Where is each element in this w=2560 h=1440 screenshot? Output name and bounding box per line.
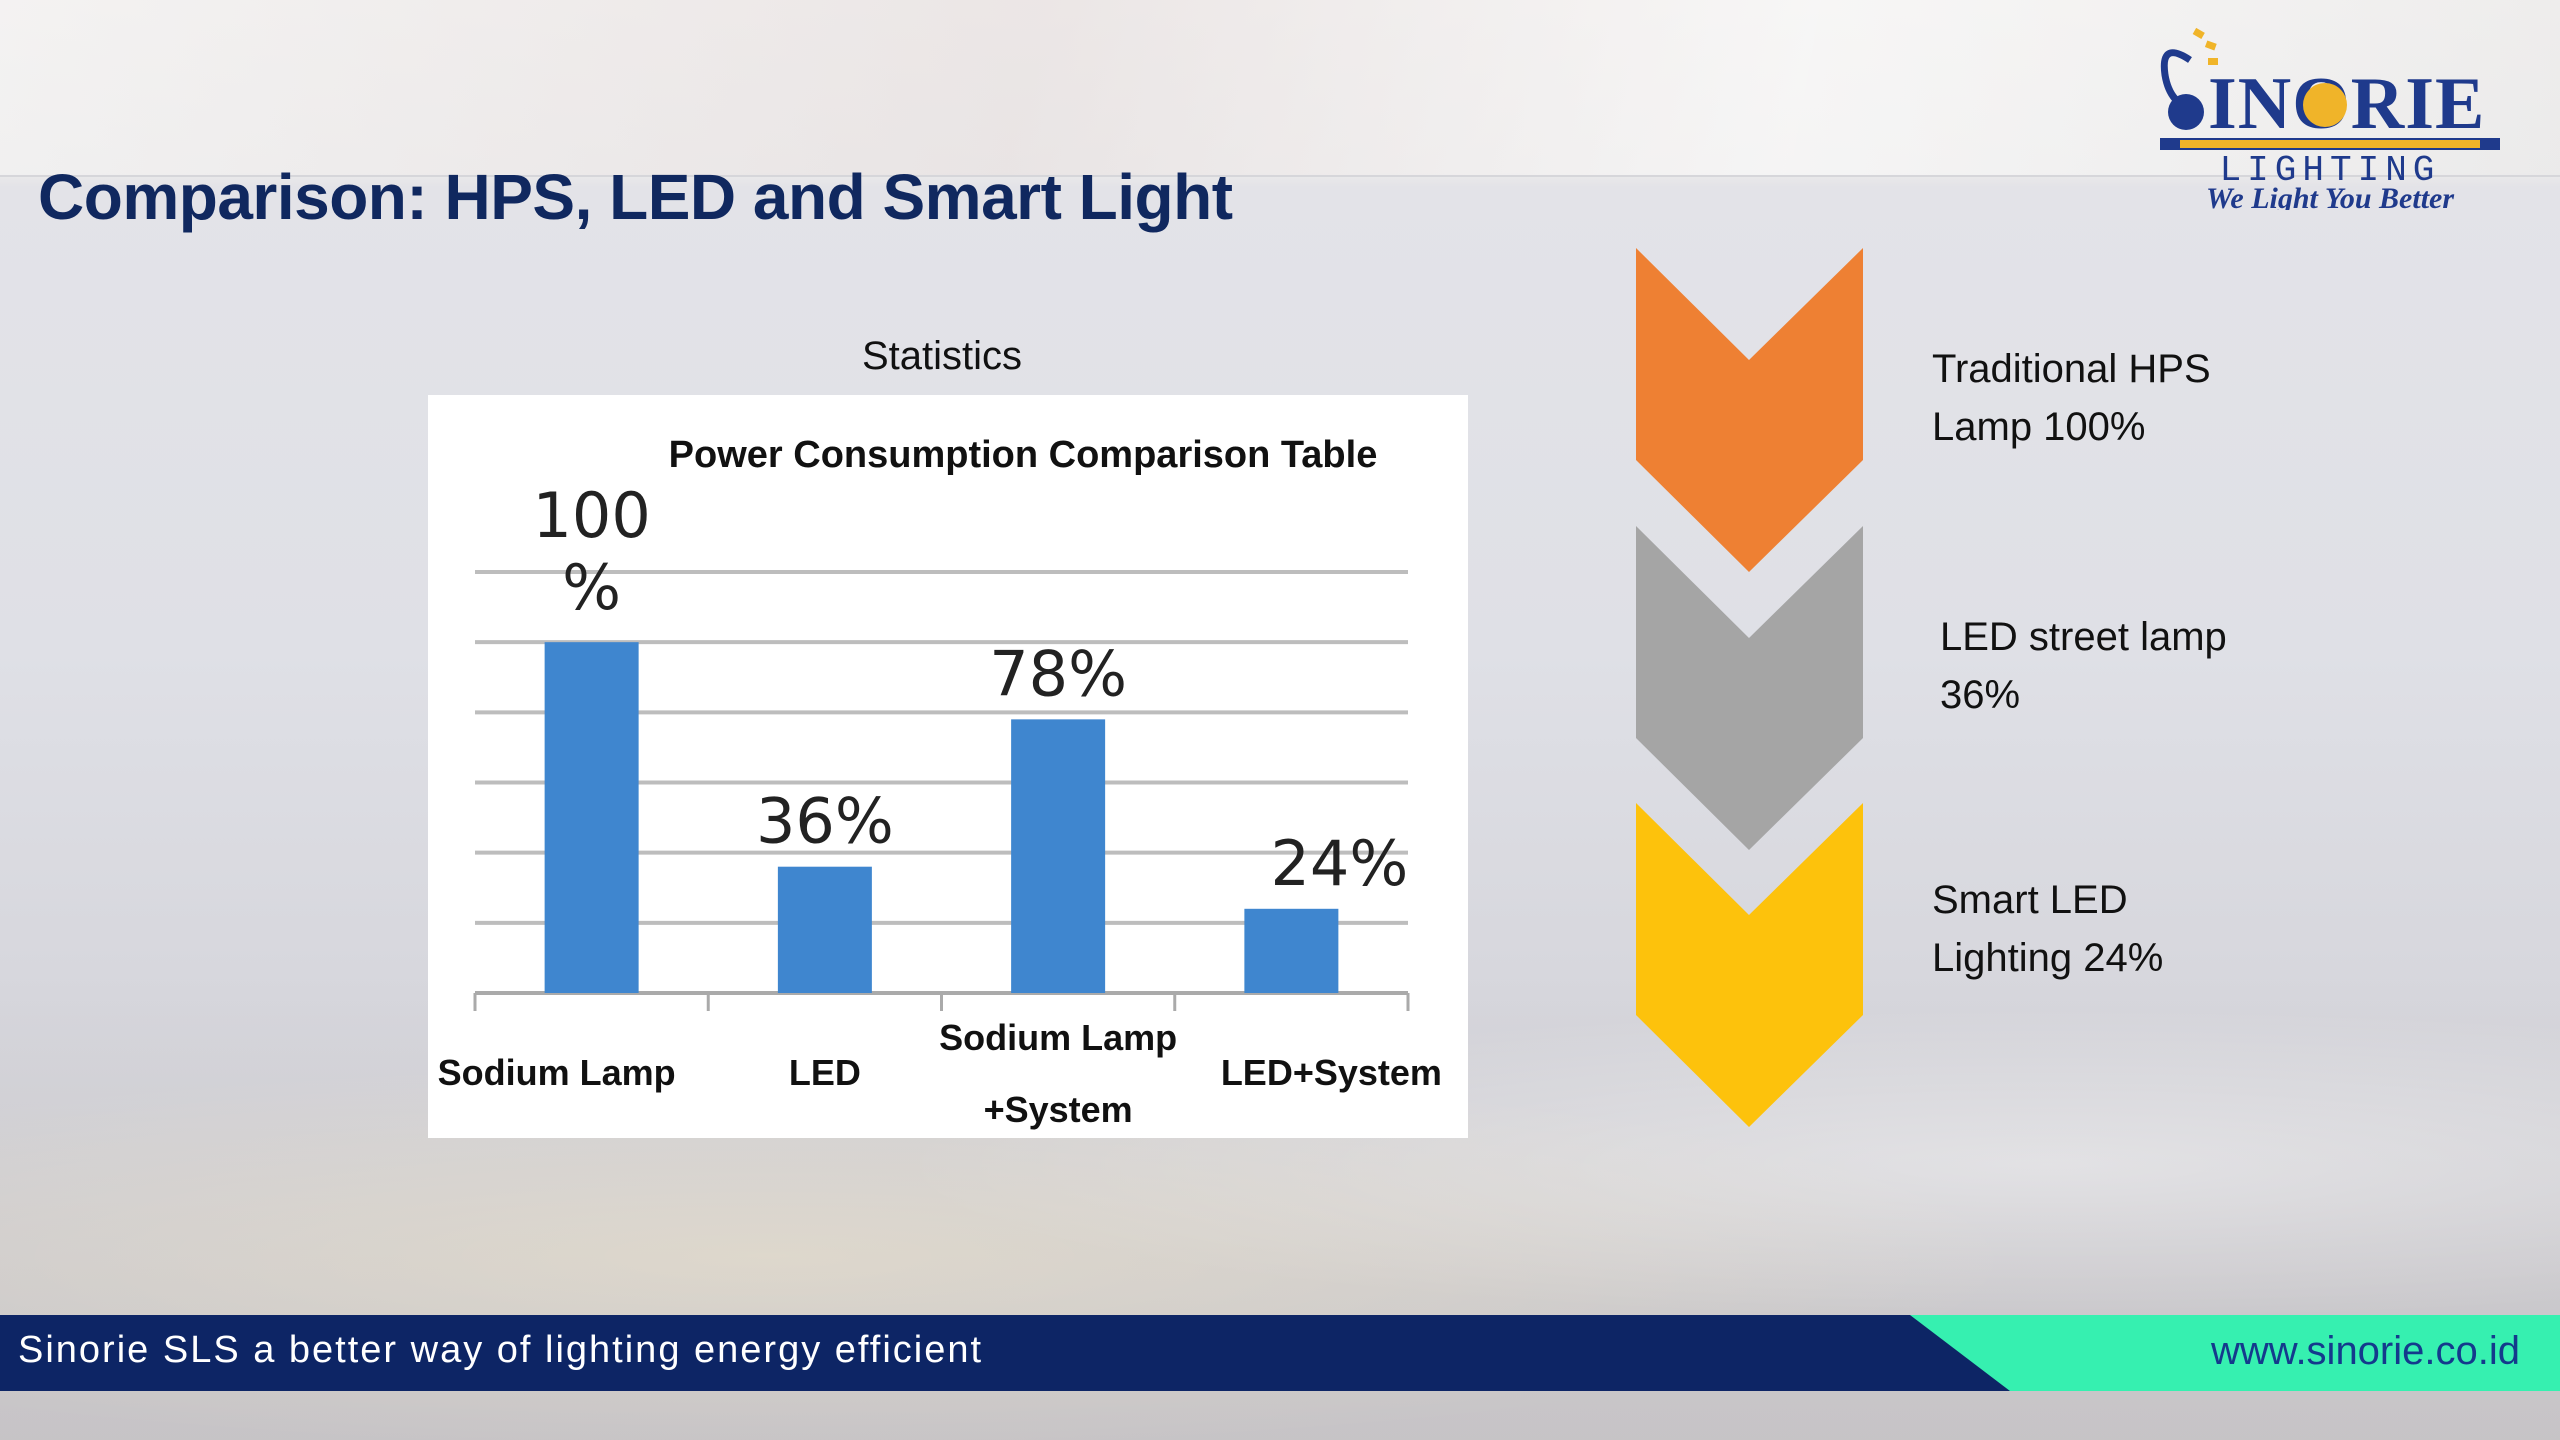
chevron-label-line: Smart LED (1932, 878, 2128, 922)
category-label: LED (789, 1052, 861, 1093)
category-label: Sodium Lamp (939, 1017, 1177, 1058)
chart-title: Power Consumption Comparison Table (669, 434, 1378, 476)
data-label: 36% (756, 785, 894, 858)
category-label: LED+System (1221, 1052, 1442, 1093)
chevron-label: Smart LED Lighting 24% (1932, 871, 2163, 987)
chevron-label-line: LED street lamp (1940, 615, 2227, 659)
footer-bar: Sinorie SLS a better way of lighting ene… (0, 1315, 2560, 1391)
category-label: Sodium Lamp (438, 1052, 676, 1093)
chevron-arrow (1636, 526, 1863, 850)
category-label: +System (984, 1089, 1133, 1130)
svg-text:We Light You Better: We Light You Better (2206, 182, 2454, 210)
chevron-label-line: 36% (1940, 673, 2021, 717)
page-title: Comparison: HPS, LED and Smart Light (38, 161, 1233, 233)
bar (1244, 908, 1339, 993)
data-label: 78% (989, 637, 1127, 710)
chevron-arrow (1636, 803, 1863, 1127)
bar (1011, 719, 1106, 993)
bar-chart: Power Consumption Comparison Table 100% So… (438, 434, 1442, 1130)
bar (777, 866, 872, 993)
svg-text:LIGHTING: LIGHTING (2220, 150, 2441, 191)
chevron-label: Traditional HPS Lamp 100% (1932, 340, 2211, 456)
chart-panel: Power Consumption Comparison Table 100% So… (428, 395, 1468, 1138)
chevron-label-line: Lamp 100% (1932, 405, 2146, 449)
footer-slogan: Sinorie SLS a better way of lighting ene… (18, 1329, 984, 1371)
data-label: 100 (532, 479, 650, 552)
header-band (0, 0, 2560, 177)
sinorie-logo: INORIE LIGHTING We Light You Better (2160, 27, 2500, 210)
chevron-label-line: Traditional HPS (1932, 347, 2211, 391)
bar (544, 642, 639, 993)
footer-navy-panel (0, 1315, 2010, 1391)
data-label: 24% (1270, 827, 1408, 900)
chevron-label-line: Lighting 24% (1932, 936, 2164, 980)
chevron-arrow (1636, 248, 1863, 572)
chevron-label: LED street lamp 36% (1940, 608, 2227, 724)
footer-website-link[interactable]: www.sinorie.co.id (2210, 1329, 2520, 1373)
data-label: % (562, 551, 621, 624)
chart-heading: Statistics (862, 334, 1023, 378)
